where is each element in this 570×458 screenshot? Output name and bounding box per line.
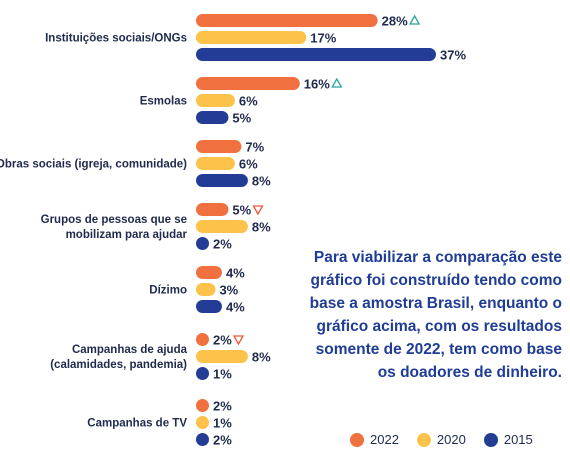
down-triangle-icon — [252, 205, 264, 216]
value-label: 8% — [252, 220, 271, 235]
category-label: Instituições sociais/ONGs — [45, 33, 187, 45]
value-label: 37% — [440, 48, 466, 63]
value-label: 2% — [213, 433, 232, 448]
bar — [196, 77, 300, 90]
bar — [196, 283, 216, 296]
up-triangle-icon — [331, 77, 343, 88]
legend-swatch-2022 — [350, 432, 364, 447]
bar — [196, 433, 209, 446]
value-label: 4% — [226, 300, 245, 315]
value-label: 5% — [232, 111, 251, 126]
value-label: 8% — [252, 350, 271, 365]
bar — [196, 350, 248, 363]
value-label: 6% — [239, 94, 258, 109]
bar — [196, 48, 436, 61]
bar — [196, 14, 378, 27]
legend-item-2022: 2022 — [350, 432, 399, 447]
bar — [196, 31, 307, 44]
trend-markers — [232, 14, 421, 346]
category-label: Campanhas de TV — [87, 418, 187, 430]
value-label: 2% — [213, 399, 232, 414]
legend-swatch-2020 — [416, 432, 431, 447]
legend-label-2020: 2020 — [436, 432, 466, 447]
value-label: 3% — [219, 283, 238, 298]
value-labels: 28%16%7%5%4%2%2%17%6%6%8%3%8%1%37%5%8%2%… — [213, 14, 466, 448]
legend-item-2015: 2015 — [483, 432, 533, 447]
legend-label-2015: 2015 — [503, 432, 533, 447]
category-labels: Instituições sociais/ONGs Esmolas Obras so… — [0, 33, 188, 430]
value-label: 1% — [213, 367, 232, 382]
down-triangle-icon — [232, 335, 245, 346]
legend: 2022 2020 2015 — [350, 432, 533, 447]
bar — [196, 94, 235, 107]
value-label: 17% — [310, 31, 336, 46]
bar — [196, 416, 209, 429]
legend-label-2022: 2022 — [370, 432, 399, 447]
bar — [196, 237, 209, 250]
bar — [196, 111, 229, 124]
value-label: 8% — [252, 174, 271, 189]
category-label: Grupos de pessoas que se — [41, 214, 187, 226]
category-label: Obras sociais (igreja, comunidade) — [0, 159, 187, 171]
bar — [196, 333, 209, 346]
category-label: mobilizam para ajudar — [66, 229, 188, 241]
bar — [196, 220, 248, 233]
bar — [196, 140, 242, 153]
bars — [196, 14, 436, 446]
bar — [196, 399, 209, 412]
up-triangle-icon — [409, 14, 421, 25]
value-label: 1% — [213, 416, 232, 431]
bar — [196, 367, 209, 380]
value-label: 16% — [304, 77, 330, 92]
value-label: 28% — [382, 14, 408, 29]
category-label: Campanhas de ajuda — [72, 344, 188, 356]
bar — [196, 203, 229, 216]
value-label: 2% — [213, 237, 232, 252]
comparison-note: Para viabilizar a comparação este gráfic… — [309, 249, 562, 381]
bar — [196, 174, 248, 187]
value-label: 2% — [213, 333, 232, 348]
value-label: 6% — [239, 157, 258, 172]
value-label: 5% — [232, 203, 251, 218]
legend-swatch-2015 — [483, 432, 498, 447]
category-label: (calamidades, pandemia) — [50, 359, 187, 371]
bar — [196, 157, 235, 170]
legend-item-2020: 2020 — [416, 432, 466, 447]
bar — [196, 300, 222, 313]
category-label: Esmolas — [140, 96, 187, 108]
value-label: 7% — [245, 140, 264, 155]
bar — [196, 266, 222, 279]
value-label: 4% — [226, 266, 245, 281]
category-label: Dízimo — [149, 285, 187, 297]
